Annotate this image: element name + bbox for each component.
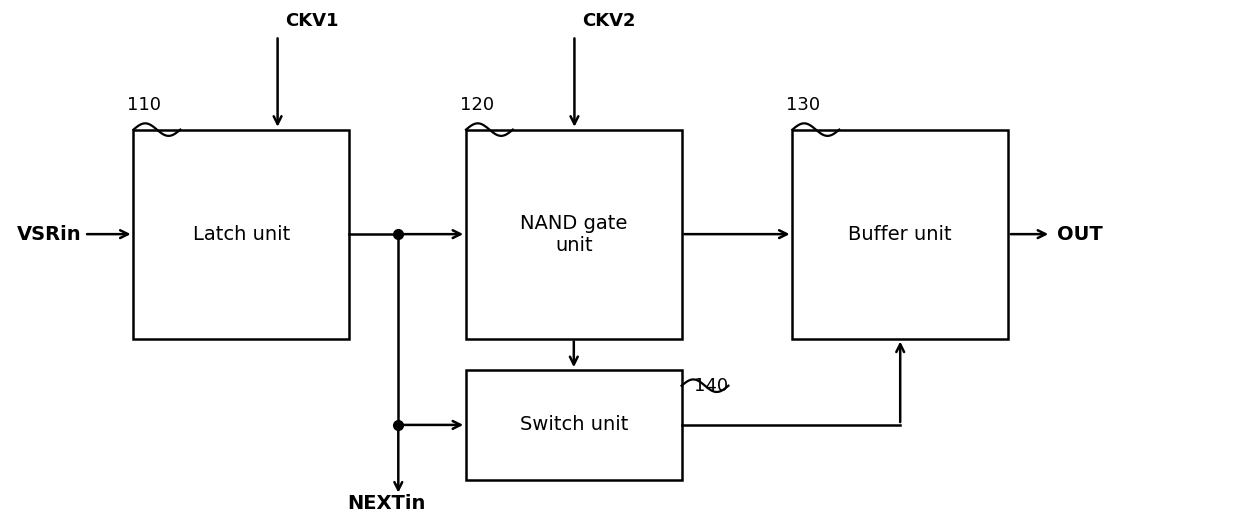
Text: 140: 140: [694, 376, 728, 395]
Text: 130: 130: [786, 96, 821, 114]
Text: OUT: OUT: [1058, 225, 1104, 244]
Text: 110: 110: [128, 96, 161, 114]
Text: VSRin: VSRin: [16, 225, 81, 244]
Text: Switch unit: Switch unit: [520, 415, 627, 434]
Bar: [134, 130, 348, 339]
Text: CKV1: CKV1: [285, 12, 339, 30]
Bar: [466, 130, 682, 339]
Text: CKV2: CKV2: [582, 12, 635, 30]
Bar: [792, 130, 1008, 339]
Text: Buffer unit: Buffer unit: [848, 225, 952, 244]
Text: NEXTin: NEXTin: [347, 494, 425, 513]
Text: Latch unit: Latch unit: [192, 225, 290, 244]
Text: 120: 120: [460, 96, 494, 114]
Text: NAND gate
unit: NAND gate unit: [520, 213, 627, 255]
Bar: [466, 370, 682, 480]
